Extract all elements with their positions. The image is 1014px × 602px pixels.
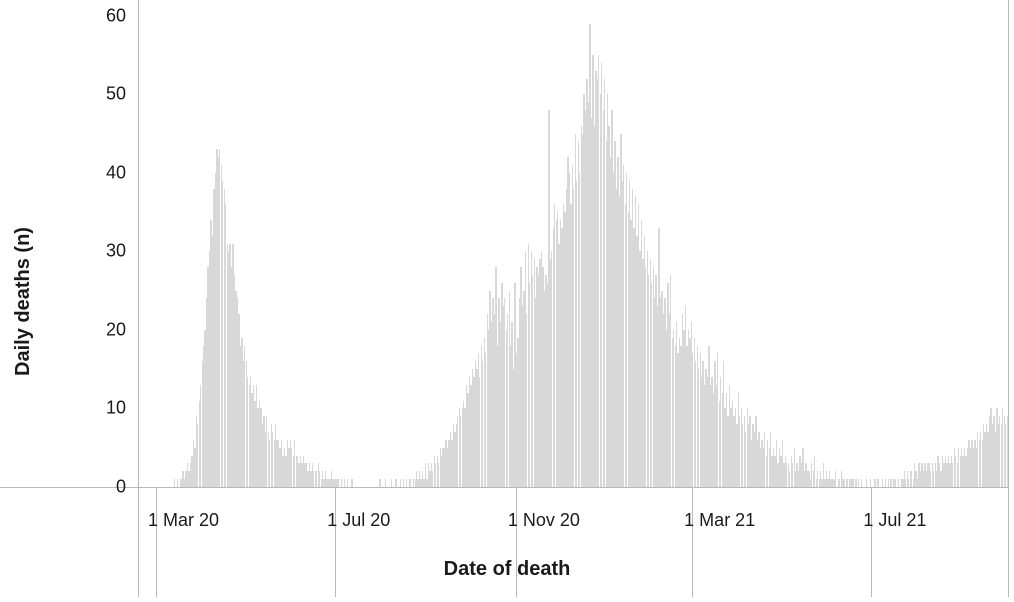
daily-deaths-chart: Daily deaths (n) 0 10 20 30 40 50 60 1 Mar 20 1… [0,0,1014,602]
y-tick-label: 20 [76,319,126,340]
y-tick-label: 50 [76,84,126,105]
bar [858,479,859,487]
bar [874,479,875,487]
bar [403,479,404,487]
x-axis-label: Date of death [0,558,1014,581]
y-tick-label: 40 [76,162,126,183]
y-tick-label: 30 [76,241,126,262]
plot-area [138,0,1008,487]
bar [855,479,856,487]
x-tick-label: 1 Jul 20 [327,510,390,531]
bar [898,479,899,487]
x-axis-line [0,487,1008,488]
bar [882,479,883,487]
bar [177,479,178,487]
bar [174,479,175,487]
y-axis-label-text: Daily deaths (n) [12,227,35,376]
bar [852,479,853,487]
bar [888,479,889,487]
bar [410,479,411,487]
bar [344,479,345,487]
bar [406,479,407,487]
y-tick-label: 0 [76,477,126,498]
chart-right-border [1008,0,1009,597]
bar [877,479,878,487]
bar [870,479,871,487]
bar [347,479,348,487]
bar [351,479,352,487]
bar-series [138,0,1008,487]
y-axis-line [138,0,139,597]
x-tick-label: 1 Mar 20 [148,510,219,531]
bar [835,471,836,487]
bar [400,479,401,487]
x-tick-label: 1 Jul 21 [863,510,926,531]
bar [885,479,886,487]
bar [866,479,867,487]
bar [379,479,380,487]
bar [341,479,342,487]
bar [843,479,844,487]
y-tick-label: 10 [76,398,126,419]
x-axis-label-text: Date of death [444,558,571,580]
bar [861,479,862,487]
y-axis-label: Daily deaths (n) [8,0,38,602]
y-tick-label: 60 [76,5,126,26]
bar [338,479,339,487]
bar [895,479,896,487]
bar [890,479,891,487]
bar [846,479,847,487]
bar [391,479,392,487]
x-tick-label: 1 Nov 20 [508,510,580,531]
x-tick-label: 1 Mar 21 [684,510,755,531]
bar [385,479,386,487]
bar [395,479,396,487]
